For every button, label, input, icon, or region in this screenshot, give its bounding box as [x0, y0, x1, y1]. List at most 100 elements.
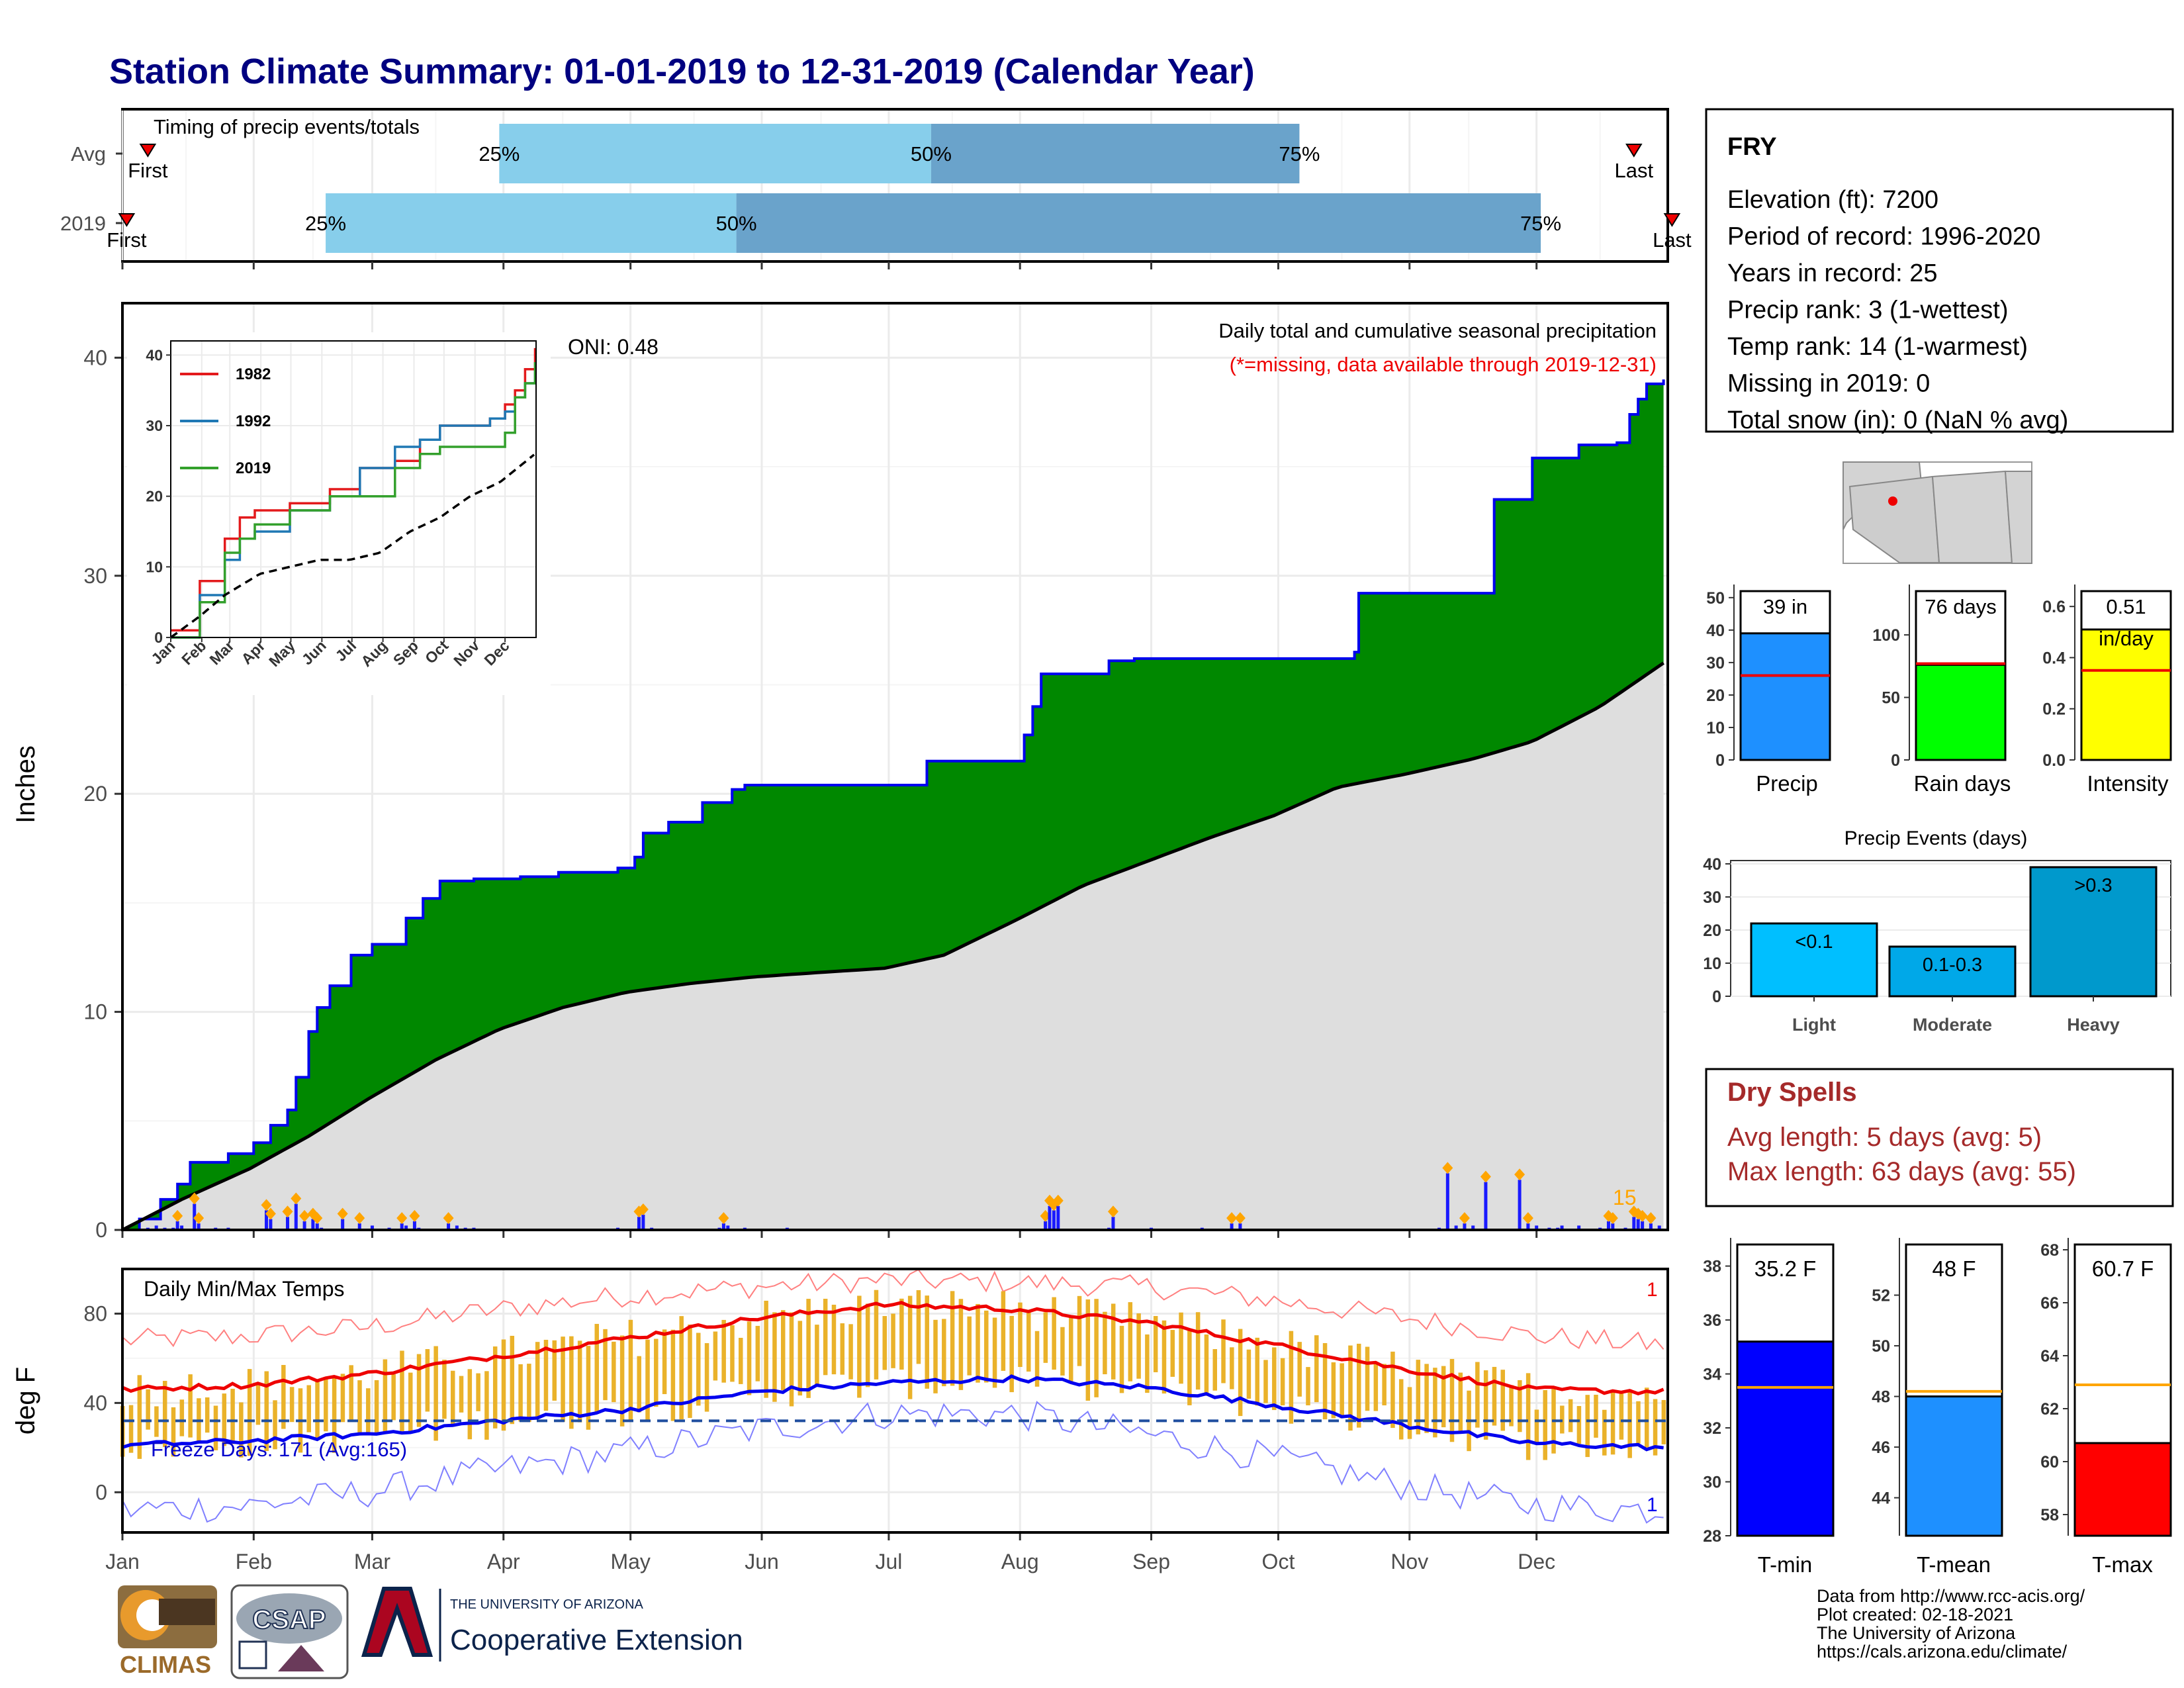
record-min-line — [122, 1401, 1664, 1524]
daily-precip-bar — [357, 1223, 361, 1230]
daily-temp-bar — [552, 1340, 557, 1401]
daily-temp-bar — [933, 1319, 938, 1393]
precip-ytick-label: 30 — [83, 564, 107, 588]
inset-ytick-label: 30 — [146, 417, 163, 434]
events-bar — [1888, 945, 2017, 998]
daily-temp-bar — [1576, 1406, 1582, 1444]
mini-bar-ytick-label: 0 — [1891, 751, 1900, 770]
daily-temp-bar — [670, 1329, 676, 1421]
daily-temp-bar — [815, 1325, 819, 1385]
precip-panel: 0 10 20 30 40 Inches Daily total and cumulat… — [11, 302, 1669, 1242]
daily-temp-bar — [950, 1291, 955, 1386]
daily-temp-bar — [162, 1381, 167, 1447]
normal-cumulative-area — [122, 663, 1664, 1230]
daily-temp-bar — [1170, 1330, 1175, 1377]
daily-temp-bar — [1407, 1387, 1412, 1439]
events-ytick-label: 40 — [1703, 855, 1721, 874]
daily-temp-bar — [230, 1388, 235, 1444]
daily-precip-diamond — [1637, 1209, 1648, 1222]
daily-precip-diamond — [189, 1192, 200, 1205]
daily-precip-bar — [1454, 1225, 1458, 1230]
daily-temp-bar — [1492, 1366, 1497, 1426]
daily-temp-bar — [1246, 1349, 1251, 1399]
daily-temp-bar — [1382, 1364, 1387, 1406]
daily-temp-bar — [1306, 1367, 1310, 1405]
daily-temp-bar — [1585, 1395, 1590, 1458]
month-label: Apr — [487, 1550, 520, 1573]
daily-temp-bar — [527, 1364, 531, 1423]
daily-precip-bar — [1606, 1221, 1610, 1230]
footer: Data from http://www.rcc-acis.org/Plot c… — [118, 1584, 2085, 1679]
daily-temp-bar — [713, 1331, 718, 1381]
precip-ytick-label: 20 — [83, 782, 107, 806]
daily-temp-bar — [688, 1324, 692, 1419]
daily-temp-bar — [1297, 1342, 1302, 1397]
temp-summary-category: T-mean — [1917, 1552, 1991, 1577]
daily-precip-bar — [193, 1203, 197, 1230]
daily-temp-bar — [730, 1325, 735, 1382]
daily-precip-bar — [1526, 1223, 1530, 1230]
inset-ytick-label: 10 — [146, 558, 163, 575]
daily-temp-bar — [1085, 1299, 1091, 1401]
timing-q25-label: 25% — [305, 212, 346, 235]
temp-corner-bottom: 1 — [1647, 1494, 1658, 1516]
daily-temp-bar — [400, 1350, 404, 1432]
daily-temp-bar — [704, 1343, 709, 1412]
daily-precip-diamond — [1607, 1212, 1618, 1225]
daily-temp-bar — [510, 1335, 515, 1425]
daily-precip-diamond — [1480, 1170, 1491, 1183]
daily-temp-bar — [128, 1405, 134, 1453]
daily-precip-diamond — [1522, 1212, 1533, 1225]
daily-temp-bar — [366, 1388, 371, 1433]
temp-summary-ytick-label: 46 — [1872, 1438, 1890, 1457]
daily-precip-bar — [1484, 1182, 1488, 1230]
events-ytick-label: 30 — [1703, 888, 1721, 907]
mini-bar-unit: in/day — [2099, 627, 2154, 650]
daily-precip-bar — [311, 1219, 315, 1230]
cumulative-precip-area — [122, 379, 1664, 1230]
daily-temp-bar — [222, 1393, 227, 1446]
daily-temp-bar — [789, 1312, 794, 1407]
mini-bar-ytick-label: 10 — [1706, 719, 1725, 737]
daily-temp-bar — [281, 1364, 286, 1429]
daily-temp-bar — [315, 1379, 320, 1439]
daily-temp-bar — [1373, 1362, 1379, 1411]
daily-temp-bar — [662, 1329, 667, 1395]
daily-temp-bar — [1619, 1391, 1624, 1440]
daily-temp-bar — [137, 1375, 142, 1459]
dry-spells-avg: Avg length: 5 days (avg: 5) — [1727, 1123, 2042, 1152]
daily-temp-bar — [1525, 1373, 1531, 1460]
daily-temp-bar — [806, 1299, 811, 1398]
mini-bar-value — [1915, 663, 2007, 761]
daily-precip-bar — [1048, 1205, 1052, 1230]
precip-ytick-label: 0 — [95, 1218, 107, 1242]
daily-temp-bar — [1094, 1299, 1099, 1397]
daily-precip-bar — [1052, 1210, 1056, 1230]
daily-temp-bar — [1458, 1372, 1463, 1434]
daily-temp-bar — [840, 1323, 845, 1375]
temp-summary-ytick-label: 64 — [2040, 1347, 2059, 1366]
timing-bar-q25-q50 — [326, 193, 737, 253]
daily-temp-bar — [1001, 1291, 1006, 1371]
inset-average-line — [169, 453, 535, 639]
daily-temp-bar — [831, 1304, 837, 1375]
temp-summary-chart: 35.2 F 28 30 32 34 36 38 T-min — [1703, 1238, 1835, 1577]
daily-temp-bar — [247, 1369, 252, 1456]
daily-temp-bar — [823, 1299, 828, 1376]
daily-temp-bar — [891, 1313, 895, 1368]
daily-precip-diamond — [1234, 1212, 1246, 1225]
daily-temp-bar — [1153, 1316, 1158, 1373]
daily-temp-bar — [501, 1339, 506, 1431]
daily-precip-bar — [285, 1217, 289, 1230]
daily-temp-bar — [1390, 1351, 1395, 1429]
daily-temp-bar — [1145, 1334, 1150, 1393]
ua-big-text: Cooperative Extension — [450, 1624, 743, 1656]
daily-temp-bar — [340, 1374, 345, 1423]
daily-temp-bar — [882, 1316, 887, 1370]
daily-temp-bar — [213, 1405, 218, 1450]
inset-legend-label: 1982 — [236, 365, 271, 383]
daily-temp-bar — [1518, 1380, 1522, 1432]
daily-temp-bar — [561, 1336, 565, 1422]
temp-summary-bar — [1736, 1340, 1835, 1537]
mini-bar-value — [1739, 632, 1831, 761]
